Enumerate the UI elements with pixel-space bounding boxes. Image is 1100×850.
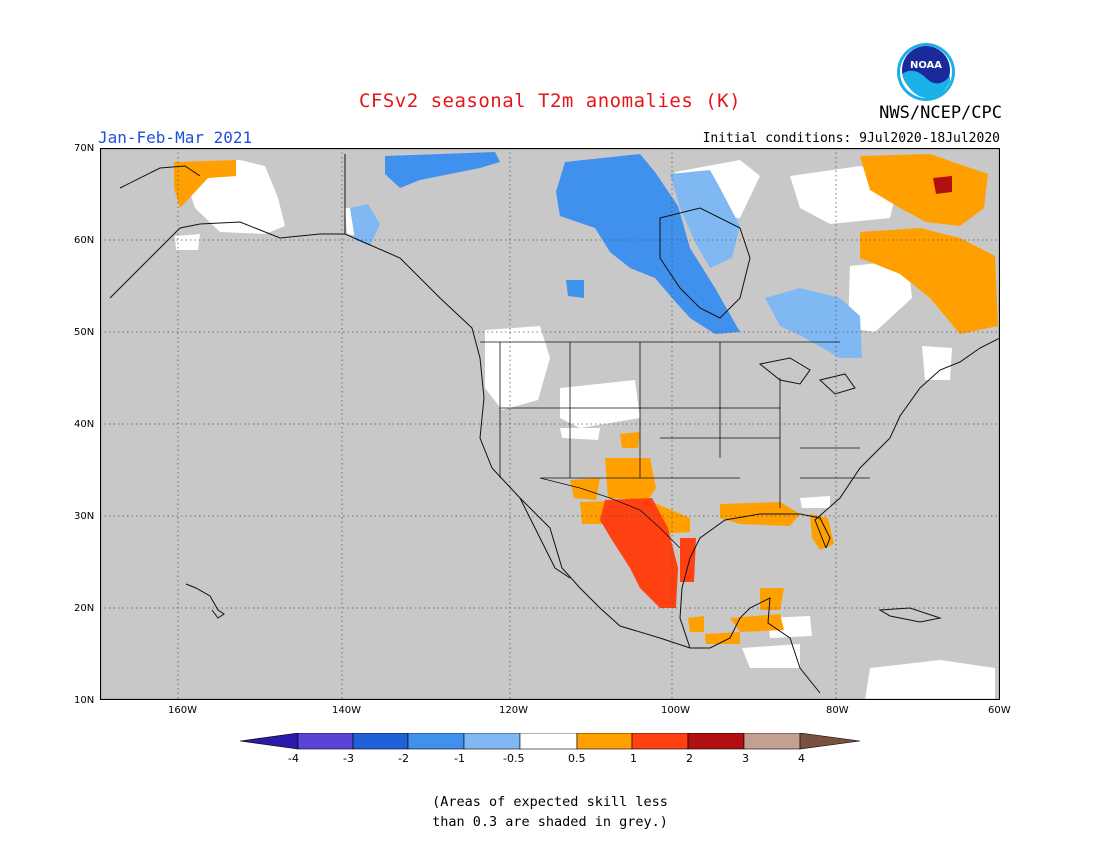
- anomaly-plus-2-region: [933, 176, 952, 194]
- colorbar-box: [352, 733, 409, 750]
- skill-footnote: (Areas of expected skill less than 0.3 a…: [0, 792, 1100, 832]
- lat-tick-50n: 50N: [74, 327, 95, 338]
- colorbar-label: 2: [686, 752, 693, 765]
- lon-tick-80w: 80W: [826, 705, 849, 716]
- colorbar-label: 1: [630, 752, 637, 765]
- colorbar-box: [631, 733, 689, 750]
- colorbar-lower-arrow: [240, 733, 299, 750]
- initial-conditions: Initial conditions: 9Jul2020-18Jul2020: [702, 131, 1000, 146]
- lon-tick-60w: 60W: [988, 705, 1011, 716]
- anomaly-minus-1-region: [385, 152, 740, 334]
- colorbar-upper-arrow: [799, 733, 861, 750]
- agency-label: NWS/NCEP/CPC: [879, 103, 1002, 123]
- footnote-line-1: (Areas of expected skill less: [432, 794, 668, 810]
- forecast-map: [100, 148, 1000, 700]
- colorbar-box: [519, 733, 578, 750]
- colorbar-label: -4: [288, 752, 299, 765]
- colorbar-label: -0.5: [503, 752, 525, 765]
- lon-tick-120w: 120W: [499, 705, 528, 716]
- colorbar-box: [297, 733, 354, 750]
- colorbar-label: 3: [742, 752, 749, 765]
- colorbar-box: [743, 733, 801, 750]
- lat-tick-60n: 60N: [74, 235, 95, 246]
- anomaly-plus-1-region: [600, 498, 696, 608]
- colorbar-label: -3: [343, 752, 354, 765]
- anomaly-plus-0.5-region: [174, 154, 998, 644]
- lon-tick-140w: 140W: [332, 705, 361, 716]
- colorbar-label: -1: [454, 752, 465, 765]
- colorbar-box: [576, 733, 633, 750]
- noaa-logo: NOAA: [897, 43, 955, 101]
- colorbar-label: 4: [798, 752, 805, 765]
- lat-lon-grid: [100, 148, 1000, 700]
- colorbar-box: [463, 733, 521, 750]
- forecast-period: Jan-Feb-Mar 2021: [98, 128, 253, 147]
- map-title: CFSv2 seasonal T2m anomalies (K): [358, 90, 742, 112]
- svg-text:NOAA: NOAA: [910, 60, 942, 71]
- colorbar-label: -2: [398, 752, 409, 765]
- political-borders: [480, 341, 870, 549]
- colorbar: [240, 733, 861, 750]
- lon-tick-160w: 160W: [168, 705, 197, 716]
- lat-tick-20n: 20N: [74, 603, 95, 614]
- lat-tick-10n: 10N: [74, 695, 95, 706]
- colorbar-box: [407, 733, 465, 750]
- colorbar-label: 0.5: [568, 752, 586, 765]
- footnote-line-2: than 0.3 are shaded in grey.): [432, 814, 668, 830]
- map-border: [100, 148, 1000, 700]
- lat-tick-70n: 70N: [74, 143, 95, 154]
- coastlines: [109, 154, 1000, 694]
- colorbar-box: [687, 733, 745, 750]
- lat-tick-30n: 30N: [74, 511, 95, 522]
- lon-tick-100w: 100W: [661, 705, 690, 716]
- lat-tick-40n: 40N: [74, 419, 95, 430]
- anomaly-minus-0.5-region: [350, 170, 862, 358]
